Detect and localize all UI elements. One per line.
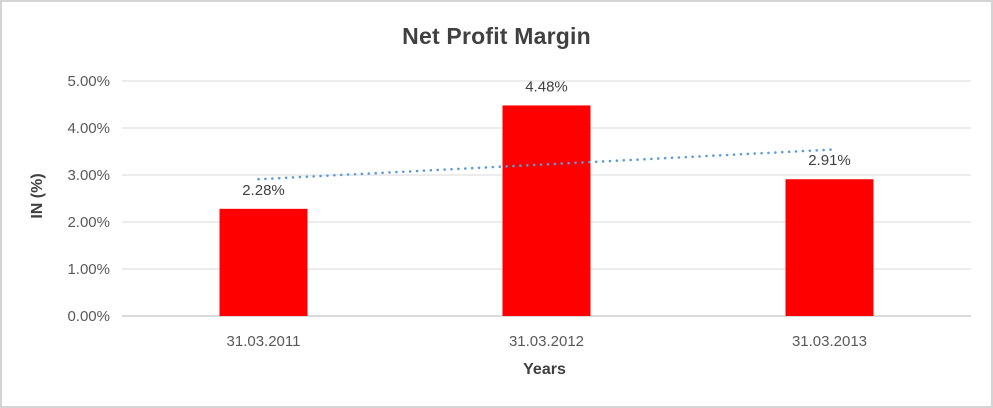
data-label: 2.28% (242, 182, 285, 199)
y-tick-label: 4.00% (67, 120, 110, 137)
x-tick-label: 31.03.2011 (227, 333, 301, 350)
chart-title: Net Profit Margin (402, 23, 591, 49)
x-tick-label: 31.03.2013 (792, 333, 867, 350)
y-tick-label: 5.00% (67, 73, 110, 90)
bar-31.03.2013 (785, 179, 874, 316)
y-tick-label: 3.00% (67, 167, 110, 184)
data-label: 2.91% (808, 152, 851, 169)
x-axis-title: Years (523, 361, 566, 378)
y-tick-label: 2.00% (67, 214, 110, 231)
x-tick-label: 31.03.2012 (509, 333, 584, 350)
y-tick-label: 0.00% (67, 308, 110, 325)
bar-31.03.2012 (502, 105, 591, 316)
trendline (257, 148, 833, 181)
data-label: 4.48% (525, 78, 568, 95)
bar-31.03.2011 (219, 208, 308, 316)
y-tick-label: 1.00% (67, 261, 110, 278)
